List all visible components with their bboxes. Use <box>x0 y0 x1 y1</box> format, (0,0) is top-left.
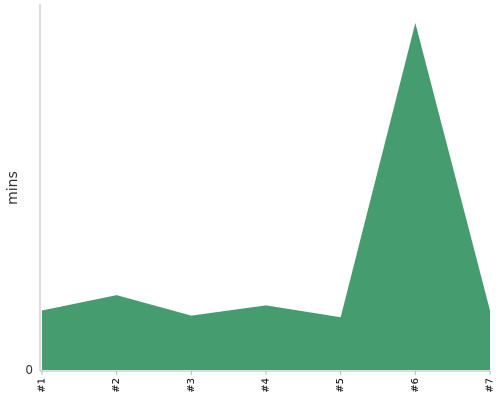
x-tick-label: #2 <box>111 378 122 393</box>
x-tick-label: #6 <box>410 378 421 393</box>
plot-area <box>42 23 490 371</box>
x-tick-label: #3 <box>186 378 197 393</box>
area-series-0 <box>42 23 490 371</box>
y-tick-label: 0 <box>25 363 33 377</box>
x-tick-label: #5 <box>335 378 346 393</box>
x-tick-label: #7 <box>485 378 496 393</box>
x-axis-tick-labels: #1 #2 #3 #4 #5 #6 #7 <box>37 378 496 393</box>
y-axis-tick-labels: 0 <box>25 363 33 377</box>
x-tick-label: #1 <box>37 378 48 393</box>
x-tick-label: #4 <box>261 378 272 393</box>
y-axis-label: mins <box>5 171 21 205</box>
x-axis-ticks <box>41 371 491 375</box>
